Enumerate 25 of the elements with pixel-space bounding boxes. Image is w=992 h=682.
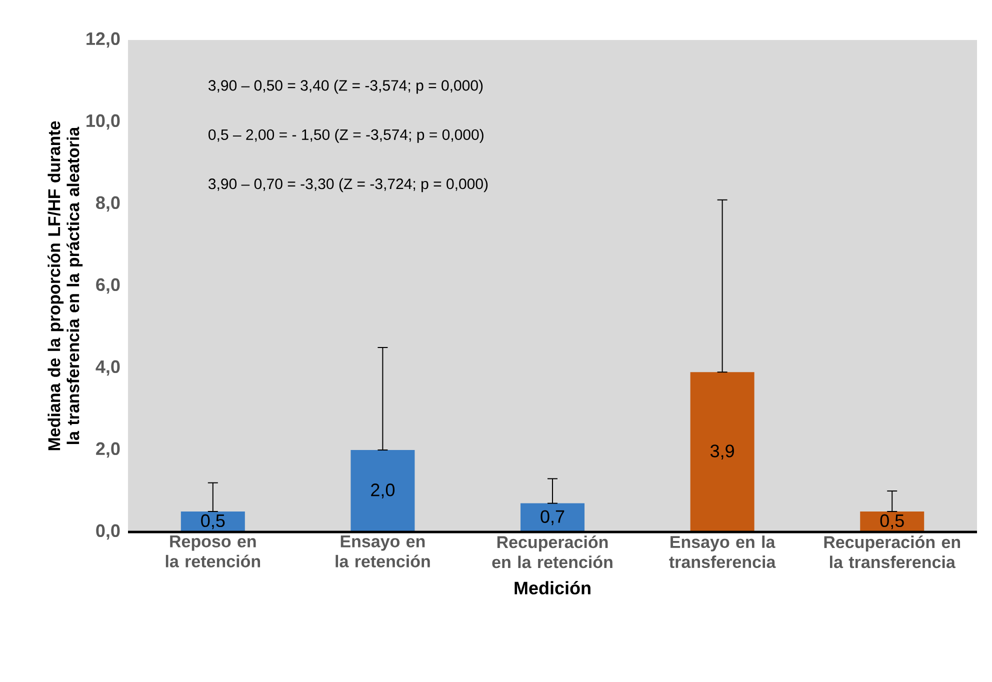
data-label: 2,0 (371, 484, 395, 498)
annotation: 3,90 – 0,70 = -3,30 (Z = -3,724; p = 0,000) (208, 178, 488, 192)
y-tick-label: 0,0 (96, 524, 120, 540)
x-tick-label: Recuperación en la retención (492, 536, 612, 568)
annotation: 3,90 – 0,50 = 3,40 (Z = -3,574; p = 0,000) (208, 80, 483, 94)
x-tick-label: Recuperación en la transferencia (824, 536, 960, 568)
bar (690, 372, 754, 532)
y-axis-title: Mediana de la proporción LF/HF durante la transferencia en la práctica aleatoria (48, 121, 83, 450)
y-tick-label: 6,0 (96, 278, 120, 294)
data-label: 3,9 (710, 444, 734, 460)
y-tick-label: 10,0 (86, 114, 120, 130)
y-tick-label: 4,0 (96, 360, 120, 376)
y-tick-label: 12,0 (86, 32, 120, 48)
bar (520, 503, 585, 532)
data-label: 0,5 (880, 514, 904, 530)
bar (350, 450, 415, 532)
x-tick-label: Reposo en la retención (166, 536, 260, 568)
x-tick-label: Ensayo en la transferencia (669, 536, 776, 568)
annotation: 0,5 – 2,00 = - 1,50 (Z = -3,574; p = 0,000) (208, 128, 484, 143)
y-tick-label: 8,0 (96, 196, 120, 212)
y-tick-label: 2,0 (96, 442, 120, 458)
data-label: 0,7 (540, 510, 564, 526)
x-tick-label: Ensayo en la retención (336, 536, 430, 568)
x-axis-title: Medición (514, 581, 590, 594)
data-label: 0,5 (201, 514, 225, 530)
